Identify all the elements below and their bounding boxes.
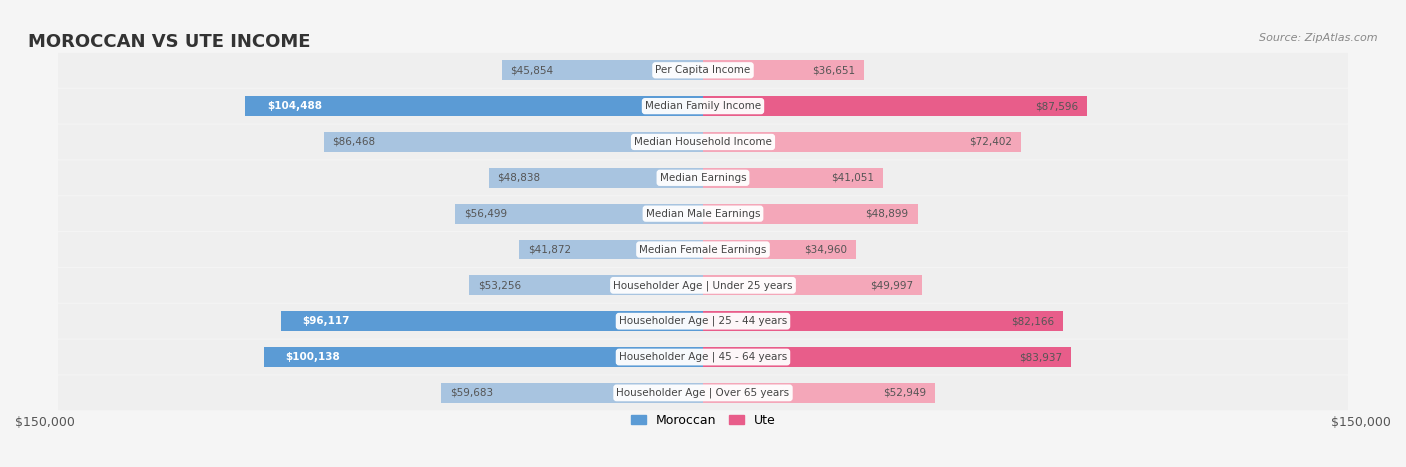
Bar — [456, 204, 703, 224]
Bar — [502, 60, 703, 80]
Bar — [703, 60, 863, 80]
Text: $104,488: $104,488 — [267, 101, 322, 111]
FancyBboxPatch shape — [58, 125, 1348, 159]
Text: $48,899: $48,899 — [866, 209, 908, 219]
FancyBboxPatch shape — [58, 340, 1348, 375]
Text: $96,117: $96,117 — [302, 316, 350, 326]
Text: $41,872: $41,872 — [529, 245, 571, 255]
Text: Per Capita Income: Per Capita Income — [655, 65, 751, 75]
Bar — [703, 96, 1087, 116]
Text: $53,256: $53,256 — [478, 280, 522, 290]
Bar — [703, 240, 856, 259]
FancyBboxPatch shape — [58, 268, 1348, 303]
Text: Median Female Earnings: Median Female Earnings — [640, 245, 766, 255]
FancyBboxPatch shape — [58, 161, 1348, 195]
Text: $59,683: $59,683 — [450, 388, 494, 398]
Bar — [703, 383, 935, 403]
FancyBboxPatch shape — [58, 304, 1348, 339]
Bar — [703, 204, 918, 224]
Text: $72,402: $72,402 — [969, 137, 1012, 147]
Text: $100,138: $100,138 — [285, 352, 340, 362]
Bar — [519, 240, 703, 259]
Bar — [703, 276, 922, 295]
Bar — [281, 311, 703, 331]
Bar — [703, 168, 883, 188]
Text: Median Earnings: Median Earnings — [659, 173, 747, 183]
FancyBboxPatch shape — [58, 375, 1348, 410]
Text: $45,854: $45,854 — [510, 65, 554, 75]
Bar — [703, 132, 1021, 152]
Text: $86,468: $86,468 — [332, 137, 375, 147]
Bar — [245, 96, 703, 116]
Text: $83,937: $83,937 — [1019, 352, 1063, 362]
Text: Householder Age | Under 25 years: Householder Age | Under 25 years — [613, 280, 793, 290]
Bar — [264, 347, 703, 367]
Text: $34,960: $34,960 — [804, 245, 848, 255]
FancyBboxPatch shape — [58, 232, 1348, 267]
Bar — [470, 276, 703, 295]
Text: Householder Age | 25 - 44 years: Householder Age | 25 - 44 years — [619, 316, 787, 326]
Text: $49,997: $49,997 — [870, 280, 914, 290]
Bar — [441, 383, 703, 403]
Bar — [489, 168, 703, 188]
Text: Median Household Income: Median Household Income — [634, 137, 772, 147]
Text: Source: ZipAtlas.com: Source: ZipAtlas.com — [1260, 33, 1378, 42]
Text: $87,596: $87,596 — [1035, 101, 1078, 111]
FancyBboxPatch shape — [58, 53, 1348, 88]
Text: $48,838: $48,838 — [498, 173, 541, 183]
Text: Householder Age | Over 65 years: Householder Age | Over 65 years — [616, 388, 790, 398]
Text: MOROCCAN VS UTE INCOME: MOROCCAN VS UTE INCOME — [28, 33, 311, 51]
Text: $41,051: $41,051 — [831, 173, 875, 183]
Legend: Moroccan, Ute: Moroccan, Ute — [624, 408, 782, 433]
Text: Median Male Earnings: Median Male Earnings — [645, 209, 761, 219]
Bar — [703, 347, 1071, 367]
Bar — [703, 311, 1063, 331]
FancyBboxPatch shape — [58, 89, 1348, 123]
Text: $82,166: $82,166 — [1011, 316, 1054, 326]
Text: $36,651: $36,651 — [811, 65, 855, 75]
Text: Householder Age | 45 - 64 years: Householder Age | 45 - 64 years — [619, 352, 787, 362]
FancyBboxPatch shape — [58, 196, 1348, 231]
Text: Median Family Income: Median Family Income — [645, 101, 761, 111]
Text: $56,499: $56,499 — [464, 209, 508, 219]
Bar — [323, 132, 703, 152]
Text: $52,949: $52,949 — [883, 388, 927, 398]
